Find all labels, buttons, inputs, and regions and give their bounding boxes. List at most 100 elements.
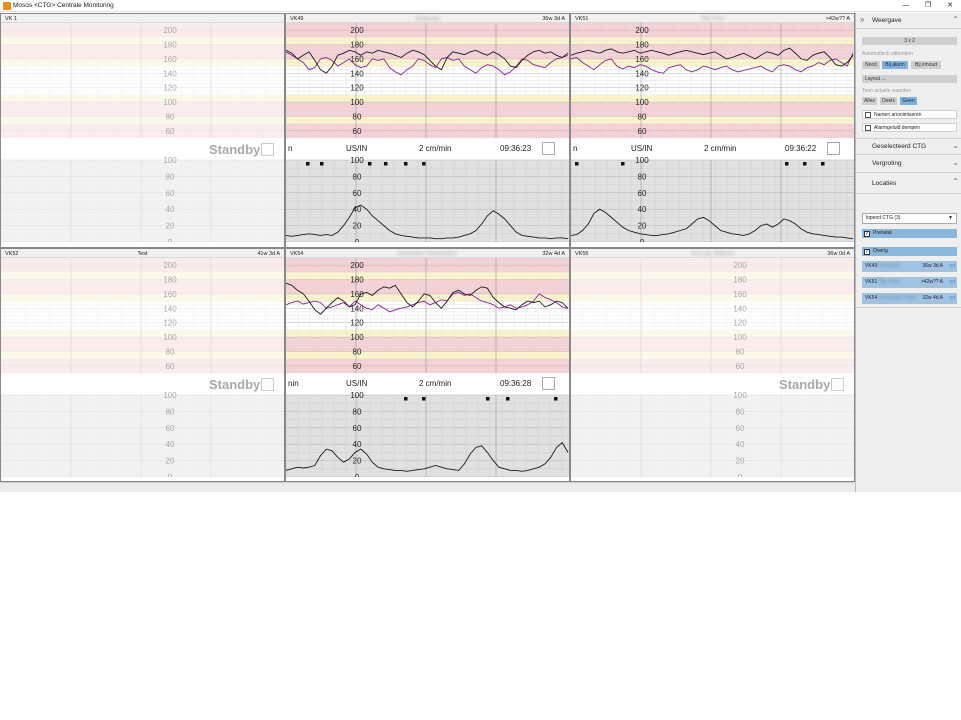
standby-checkbox[interactable] [261, 378, 274, 391]
fhr-scale-label: 200 [733, 261, 747, 270]
fhr-band [571, 279, 854, 294]
fhr2-trace [571, 53, 854, 74]
section-vergroting-header[interactable]: Vergroting ⌄ [856, 156, 961, 173]
fhr-scale-label: 180 [350, 276, 364, 285]
section-title: Weergave [872, 17, 902, 24]
mode-label: US/IN [631, 144, 653, 153]
tile-select-checkbox[interactable] [542, 377, 555, 390]
monitor-tile-vk54[interactable]: VK54 Annemarie Oelenhuizen 32w 4d A 200 180… [285, 248, 570, 482]
toco-scale-label: 40 [166, 440, 175, 449]
title-bar: Mosos <CTG> Centrale Monitoring — ❐ ✕ [0, 0, 961, 12]
toco-background [571, 395, 854, 477]
fhr-scale-label: 120 [163, 84, 177, 93]
patient-row-vk51[interactable]: VK51 Tilly Vries >42w?? A ▭ [862, 277, 957, 288]
movement-mark [785, 162, 789, 166]
checked-checkbox-icon[interactable]: ✓ [864, 248, 870, 255]
patient-row-vk54[interactable]: VK54 Annemarie Oelen 32w 4d A ▭ [862, 293, 957, 304]
monitor-tile-vk51[interactable]: VK51 Tilly Vries >42w?? A 200 180 160 140 120 1… [570, 13, 855, 248]
monitor-icon: ▭ [949, 263, 955, 269]
layout-3x2-button[interactable]: 3 x 2 [862, 37, 957, 45]
values-none-button[interactable]: Geen [900, 97, 917, 105]
toco-scale-label: 20 [166, 222, 175, 231]
standby-label: Standby [209, 142, 261, 157]
fhr-band [571, 301, 854, 330]
toco-scale-label: 100 [163, 156, 177, 165]
values-all-button[interactable]: Alles [862, 97, 877, 105]
monitor-tile-vk49[interactable]: VK49 Redacted 36w 3d A 200 180 160 140 120 100 8… [285, 13, 570, 248]
patient-row-vk49[interactable]: VK49 Redacted 36w 3d A ▭ [862, 261, 957, 272]
location-filter-dropdown[interactable]: lopend CTG (3) ▼ [862, 213, 957, 224]
monitor-tile-vk1[interactable]: VK 1 2001801601401201008060100806040200S… [0, 13, 285, 248]
expand-chevron-icon[interactable]: ⌄ [952, 158, 959, 167]
tile-header: VK54 Annemarie Oelenhuizen 32w 4d A [286, 249, 569, 258]
fhr-scale-label: 160 [635, 55, 649, 64]
fhr-scale-label: 60 [736, 362, 745, 371]
section-geselecteerd-header[interactable]: Geselecteerd CTG ⌄ [856, 138, 961, 155]
checkbox-label: Namen anonimiseren [874, 112, 922, 118]
collapse-chevron-icon[interactable]: ⌃ [952, 177, 959, 186]
fhr-band [1, 123, 284, 138]
standby-checkbox[interactable] [261, 143, 274, 156]
layout-more-button[interactable]: Layout ... [862, 75, 957, 83]
fhr-scale-label: 180 [163, 41, 177, 50]
toco-scale-label: 80 [166, 172, 175, 181]
auto-on-content-button[interactable]: Bij inhoud [911, 61, 941, 69]
toco-trace [571, 208, 854, 240]
gestational-age: 36w 3d A [922, 263, 943, 269]
group-prenatal[interactable]: ✓ Prenatal [862, 229, 957, 238]
monitor-tile-vk55[interactable]: VK55 Vera van Wijkhuis 36w 0d A 200 180 160 1… [570, 248, 855, 482]
monitor-icon: ▭ [949, 279, 955, 285]
toco-scale-label: 40 [353, 205, 362, 214]
ctg-chart: 2001801601401201008060100806040200 [1, 258, 284, 477]
ctg-chart: 2001801601401201008060100806040200 [1, 23, 284, 242]
toco-scale-label: 20 [736, 457, 745, 466]
collapse-chevron-icon[interactable]: ⌃ [952, 15, 959, 24]
fhr-scale-label: 80 [353, 112, 362, 121]
sidebar: » Weergave ⌃ 3 x 2 Automatisch uitbreide… [855, 13, 961, 492]
auto-never-button[interactable]: Nooit [862, 61, 880, 69]
minimize-button[interactable]: — [902, 2, 910, 9]
dropdown-arrow-icon: ▼ [948, 215, 953, 221]
bed-label: VK 1 [5, 15, 17, 22]
clock-time: 09:36:28 [500, 379, 532, 388]
expand-chevron-icon[interactable]: ⌄ [952, 141, 959, 150]
expand-icon[interactable]: » [860, 15, 865, 24]
checkbox-box-icon[interactable] [865, 112, 871, 118]
auto-on-alarm-button[interactable]: Bij alarm [882, 61, 908, 69]
fhr-scale-label: 120 [350, 319, 364, 328]
chart-body: 2001801601401201008060100806040200 [571, 258, 854, 477]
anonymize-names-checkbox[interactable]: Namen anonimiseren [862, 110, 957, 119]
toco-scale-label: 80 [353, 172, 362, 181]
movement-mark [404, 397, 408, 401]
fhr-scale-label: 100 [163, 333, 177, 342]
tile-select-checkbox[interactable] [827, 142, 840, 155]
values-partial-button[interactable]: Deels [880, 97, 897, 105]
monitor-grid: VK 1 2001801601401201008060100806040200 S… [0, 13, 855, 482]
section-locaties-header[interactable]: Locaties ⌃ [856, 175, 961, 194]
movement-mark [320, 162, 324, 166]
fhr-scale-label: 200 [350, 261, 364, 270]
toco-scale-label: 40 [166, 205, 175, 214]
maximize-button[interactable]: ❐ [924, 2, 932, 9]
checkbox-box-icon[interactable] [865, 125, 871, 131]
toco-scale-label: 20 [638, 222, 647, 231]
bed-label: VK51 [575, 15, 589, 22]
toco-scale-label: 60 [736, 424, 745, 433]
movement-mark [506, 397, 510, 401]
close-button[interactable]: ✕ [947, 2, 953, 9]
monitor-tile-vk52[interactable]: VK52 Test 41w 3d A 200 180 160 140 120 100 80 60 1… [0, 248, 285, 482]
patient-name: Tilly Vries [700, 15, 725, 22]
mute-alarm-checkbox[interactable]: Alarmgeluid dempen [862, 123, 957, 132]
standby-checkbox[interactable] [831, 378, 844, 391]
toco-background [1, 160, 284, 242]
toco-scale-label: 0 [640, 238, 645, 242]
monitor-icon: ▭ [949, 295, 955, 301]
group-overig[interactable]: ✓ Overig [862, 247, 957, 256]
fhr-band [1, 293, 284, 302]
section-weergave-header[interactable]: » Weergave ⌃ [856, 13, 961, 29]
tile-select-checkbox[interactable] [542, 142, 555, 155]
patient-name: Redacted [878, 263, 900, 269]
checked-checkbox-icon[interactable]: ✓ [864, 230, 870, 237]
chart-body: 2001801601401201008060100806040200 [571, 23, 854, 242]
gestational-age: 36w 3d A [542, 15, 565, 22]
